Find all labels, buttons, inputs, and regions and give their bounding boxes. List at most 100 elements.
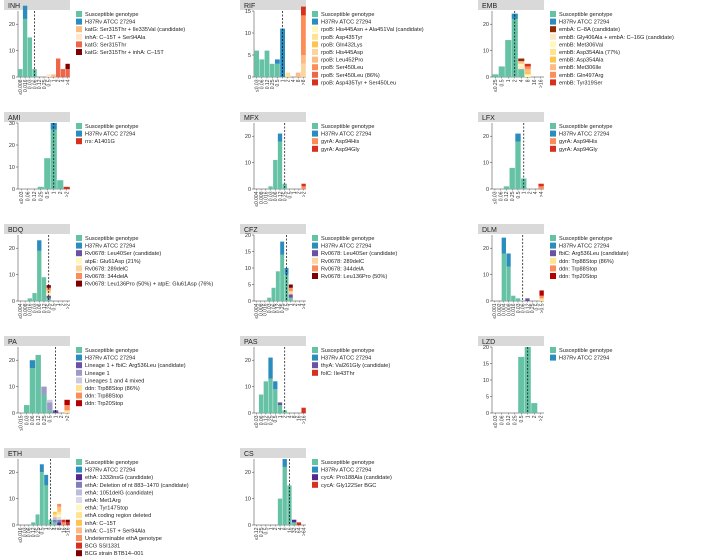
y-tick-label: 20 xyxy=(483,22,489,28)
y-tick-label: 0 xyxy=(486,411,489,417)
legend-swatch xyxy=(550,235,556,241)
legend-swatch xyxy=(312,459,318,465)
y-tick-label: 0 xyxy=(248,523,251,529)
legend-swatch xyxy=(550,18,556,25)
x-tick-label: 2 xyxy=(48,527,54,530)
legend-swatch xyxy=(76,347,82,353)
panel-bdq: BDQ 0 10 20 ≤0.0040.0080.0160.030.060.120.25… xyxy=(4,224,213,319)
x-tick-label: 1 xyxy=(268,527,274,530)
y-tick-label: 20 xyxy=(245,134,251,140)
legend-swatch xyxy=(550,56,556,63)
y-tick-label: 0 xyxy=(12,523,15,529)
x-tick-label: 0.06 xyxy=(500,415,506,425)
x-tick-label: 1 xyxy=(280,79,286,82)
bar-segment xyxy=(275,63,280,77)
bar-segment xyxy=(35,354,41,413)
legend-label: H37Rv ATCC 27294 xyxy=(559,20,609,26)
legend-swatch xyxy=(312,26,318,33)
legend-swatch xyxy=(76,26,82,33)
x-tick-label: 0.06 xyxy=(273,191,279,201)
bar-segment xyxy=(524,69,531,72)
x-tick-label: 0.03 xyxy=(22,527,28,537)
legend-label: H37Rv ATCC 27294 xyxy=(321,468,371,474)
x-tick-label: ≤0.25 xyxy=(493,79,499,92)
y-tick-label: 10 xyxy=(9,165,15,171)
strip-background xyxy=(240,448,306,458)
x-tick-label: >2 xyxy=(539,415,545,421)
legend-label: H37Rv ATCC 27294 xyxy=(321,244,371,250)
legend-swatch xyxy=(312,79,318,86)
x-tick-label: 0.25 xyxy=(259,527,265,537)
x-tick-label: >4 xyxy=(539,191,545,197)
x-tick-label: 0.12 xyxy=(42,303,48,313)
legend-label: gyrA: Asp94Gly xyxy=(559,147,598,153)
legend-swatch xyxy=(76,504,82,511)
legend-swatch xyxy=(312,56,318,63)
bar-segment xyxy=(277,141,283,189)
legend-label: ddn: Trp88Stop (86%) xyxy=(85,386,140,392)
bar-segment xyxy=(264,50,270,77)
y-tick-label: 30 xyxy=(9,121,15,127)
legend-swatch xyxy=(76,481,82,488)
legend-swatch xyxy=(312,354,318,361)
legend-label: Susceptible genotype xyxy=(321,12,375,18)
strip-background xyxy=(478,0,544,10)
bar-segment xyxy=(288,294,293,298)
legend-swatch xyxy=(312,481,318,488)
legend-swatch xyxy=(76,535,82,541)
y-tick-label: 0 xyxy=(248,411,251,417)
legend-label: Susceptible genotype xyxy=(321,124,375,130)
x-tick-label: 0.25 xyxy=(513,415,519,425)
x-tick-label: 0.03 xyxy=(516,303,522,313)
x-tick-label: 0.5 xyxy=(516,191,522,198)
y-tick-label: 0 xyxy=(12,75,15,81)
x-tick-label: 4 xyxy=(287,415,293,418)
legend-swatch xyxy=(76,362,82,369)
legend-swatch xyxy=(312,33,318,40)
x-tick-label: 0.25 xyxy=(510,191,516,201)
panel-title: CS xyxy=(244,451,254,458)
legend-swatch xyxy=(76,497,82,503)
bar-segment xyxy=(22,18,28,78)
bar-segment xyxy=(47,402,53,411)
legend-swatch xyxy=(76,519,82,526)
y-tick-label: 20 xyxy=(9,22,15,28)
legend-swatch xyxy=(550,64,556,71)
panel-title: DLM xyxy=(482,227,497,234)
x-tick-label: 0.5 xyxy=(264,527,270,534)
legend-label: cycA: Pro188Ala (candidate) xyxy=(321,475,392,481)
bar-segment xyxy=(282,466,287,525)
legend-swatch xyxy=(550,250,556,257)
bar-segment xyxy=(57,509,62,512)
bar-segment xyxy=(301,186,306,189)
y-tick-label: 10 xyxy=(9,497,15,503)
bar-segment xyxy=(288,287,293,292)
legend-label: embB: Asp354Ala xyxy=(559,58,604,64)
x-tick-label: 0.03 xyxy=(268,191,274,201)
x-tick-label: ≤0.03 xyxy=(493,415,499,428)
legend-swatch xyxy=(76,242,82,249)
bar-segment xyxy=(506,266,511,301)
legend-label: rpoB: Gln432Lys xyxy=(321,42,363,48)
x-tick-label: >0.5 xyxy=(539,303,545,313)
x-tick-label: 0.06 xyxy=(26,191,32,201)
legend-label: Rv0678: 344delA xyxy=(85,274,128,280)
legend-swatch xyxy=(76,354,82,361)
x-tick-label: 4 xyxy=(519,79,525,82)
bar-segment xyxy=(41,394,47,413)
x-tick-label: 16 xyxy=(297,415,303,421)
bar-segment xyxy=(280,28,285,78)
y-tick-label: 5 xyxy=(248,283,251,289)
x-tick-label: 0.12 xyxy=(265,79,271,89)
bar-segment xyxy=(301,55,306,64)
x-tick-label: 1 xyxy=(526,415,532,418)
bar-segment xyxy=(64,399,70,406)
legend-swatch xyxy=(550,265,556,272)
y-tick-label: 10 xyxy=(245,31,251,37)
bar-segment xyxy=(32,69,37,77)
panel-eth: ETH 0 10 20 ≤0.0160.030.060.120.250.5124816>… xyxy=(4,448,189,557)
